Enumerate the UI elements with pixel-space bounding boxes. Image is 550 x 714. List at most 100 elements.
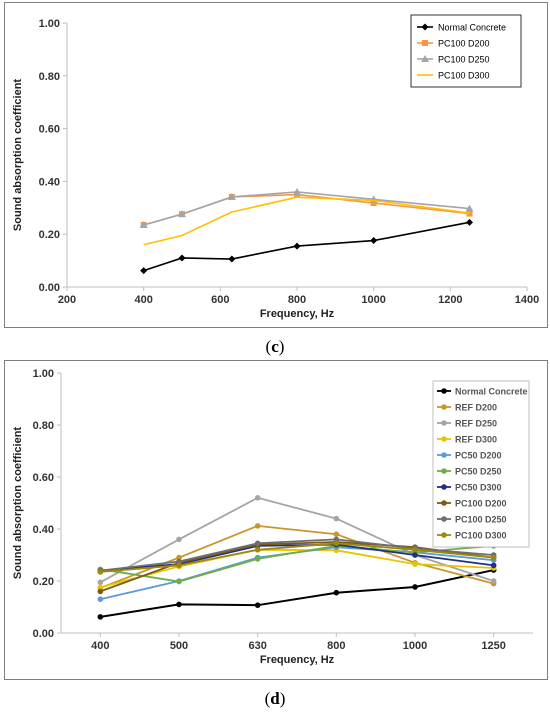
series-pc100-d300 <box>97 540 497 575</box>
y-tick-label: 1.00 <box>33 368 54 380</box>
data-point <box>176 558 182 565</box>
data-point <box>490 578 497 584</box>
legend-swatch-marker <box>421 55 429 62</box>
legend: Normal Concrete REF D200 REF D250 REF D300 P… <box>432 380 530 548</box>
y-tick-label: 0.40 <box>33 524 54 536</box>
data-point <box>412 584 418 590</box>
series-line <box>100 546 494 601</box>
data-point <box>465 204 474 212</box>
y-tick-label: 0.40 <box>39 176 60 188</box>
data-point <box>293 187 301 195</box>
legend-swatch-marker <box>441 404 447 410</box>
x-tick-label: 600 <box>211 294 229 306</box>
data-point <box>176 536 182 543</box>
data-point <box>293 242 301 250</box>
data-point <box>139 220 148 228</box>
x-tick-label: 200 <box>58 294 76 306</box>
y-tick-label: 0.60 <box>39 124 60 136</box>
data-point <box>176 554 182 561</box>
data-point <box>333 589 340 596</box>
data-point <box>178 254 186 262</box>
x-tick-label: 400 <box>91 640 109 652</box>
data-point <box>254 556 261 562</box>
data-point <box>176 562 182 569</box>
x-tick-label: 630 <box>248 640 266 652</box>
legend-swatch-marker <box>441 420 447 426</box>
legend-swatch-marker <box>422 40 428 46</box>
x-tick-label: 800 <box>288 294 306 306</box>
x-tick-label: 1000 <box>403 640 427 652</box>
data-point <box>176 578 182 585</box>
legend-swatch-marker <box>441 484 447 490</box>
legend-swatch-marker <box>421 23 429 31</box>
legend-swatch-marker <box>441 468 447 474</box>
legend-label: REF D200 <box>455 403 497 413</box>
legend-swatch-marker <box>441 452 447 458</box>
series-line <box>100 569 494 618</box>
data-point <box>333 531 340 537</box>
series-normal-concrete <box>97 567 497 620</box>
data-point <box>254 495 261 501</box>
legend-swatch-marker <box>441 500 447 506</box>
data-point <box>228 255 236 263</box>
legend-label: PC100 D300 <box>455 531 507 541</box>
legend-label: REF D250 <box>455 419 497 429</box>
legend-swatch-marker <box>441 516 447 522</box>
x-axis-title: Frequency, Hz <box>260 308 335 320</box>
legend-label: PC100 D250 <box>455 515 507 525</box>
y-tick-label: 0.80 <box>33 420 54 432</box>
data-point <box>97 579 104 586</box>
y-tick-label: 0.20 <box>33 576 54 588</box>
series-line <box>100 543 494 572</box>
x-tick-label: 1400 <box>515 294 539 306</box>
chart-d-svg: 0.00 0.20 0.40 0.60 0.80 1.00 400 500 630 800 1000… <box>12 368 533 666</box>
data-point <box>254 547 261 553</box>
y-tick-label: 0.00 <box>39 282 60 294</box>
data-point <box>254 523 261 529</box>
legend-swatch-marker <box>441 436 447 442</box>
series-line <box>100 542 494 573</box>
legend-label: PC50 D250 <box>455 467 502 477</box>
data-point <box>370 237 378 245</box>
x-tick-label: 800 <box>327 640 345 652</box>
legend-swatch-marker <box>441 388 447 394</box>
x-axis-title: Frequency, Hz <box>260 654 335 666</box>
data-point <box>254 602 261 608</box>
data-point <box>140 267 148 275</box>
legend-label: Normal Concrete <box>455 387 528 397</box>
legend-label: REF D300 <box>455 435 497 445</box>
data-point <box>490 562 497 569</box>
legend-label: PC100 D250 <box>438 55 490 65</box>
data-point <box>466 218 473 226</box>
data-point <box>490 554 497 561</box>
legend: Normal Concrete PC100 D200 PC100 D250 PC100… <box>410 14 522 88</box>
series-normal-concrete <box>140 218 473 275</box>
data-point <box>97 614 104 620</box>
data-point <box>412 552 418 558</box>
legend-label: Normal Concrete <box>438 23 506 33</box>
data-point <box>176 601 182 608</box>
series-line <box>100 538 494 572</box>
series-pc100-d250 <box>139 187 474 228</box>
legend-label: PC50 D300 <box>455 483 502 493</box>
data-point <box>227 192 236 200</box>
caption-d: (d) <box>264 689 286 708</box>
legend-swatch-marker <box>441 532 447 538</box>
legend-label: PC100 D200 <box>438 39 490 49</box>
data-point <box>97 569 104 575</box>
data-point <box>370 200 377 207</box>
chart-panel-d: 0.00 0.20 0.40 0.60 0.80 1.00 400 500 630 800 1000… <box>4 360 548 680</box>
data-point <box>412 547 418 553</box>
data-point <box>254 540 261 547</box>
y-axis-title: Sound absorption coefficient <box>12 427 24 580</box>
legend-label: PC100 D300 <box>438 71 490 81</box>
series-line <box>100 548 494 589</box>
y-tick-label: 0.20 <box>39 229 60 241</box>
series-line <box>143 191 470 226</box>
series-line <box>99 496 494 584</box>
data-point <box>97 588 104 595</box>
data-point <box>333 515 340 522</box>
x-tick-label: 1250 <box>481 640 505 652</box>
data-point <box>333 540 340 547</box>
x-tick-label: 1000 <box>361 294 385 306</box>
